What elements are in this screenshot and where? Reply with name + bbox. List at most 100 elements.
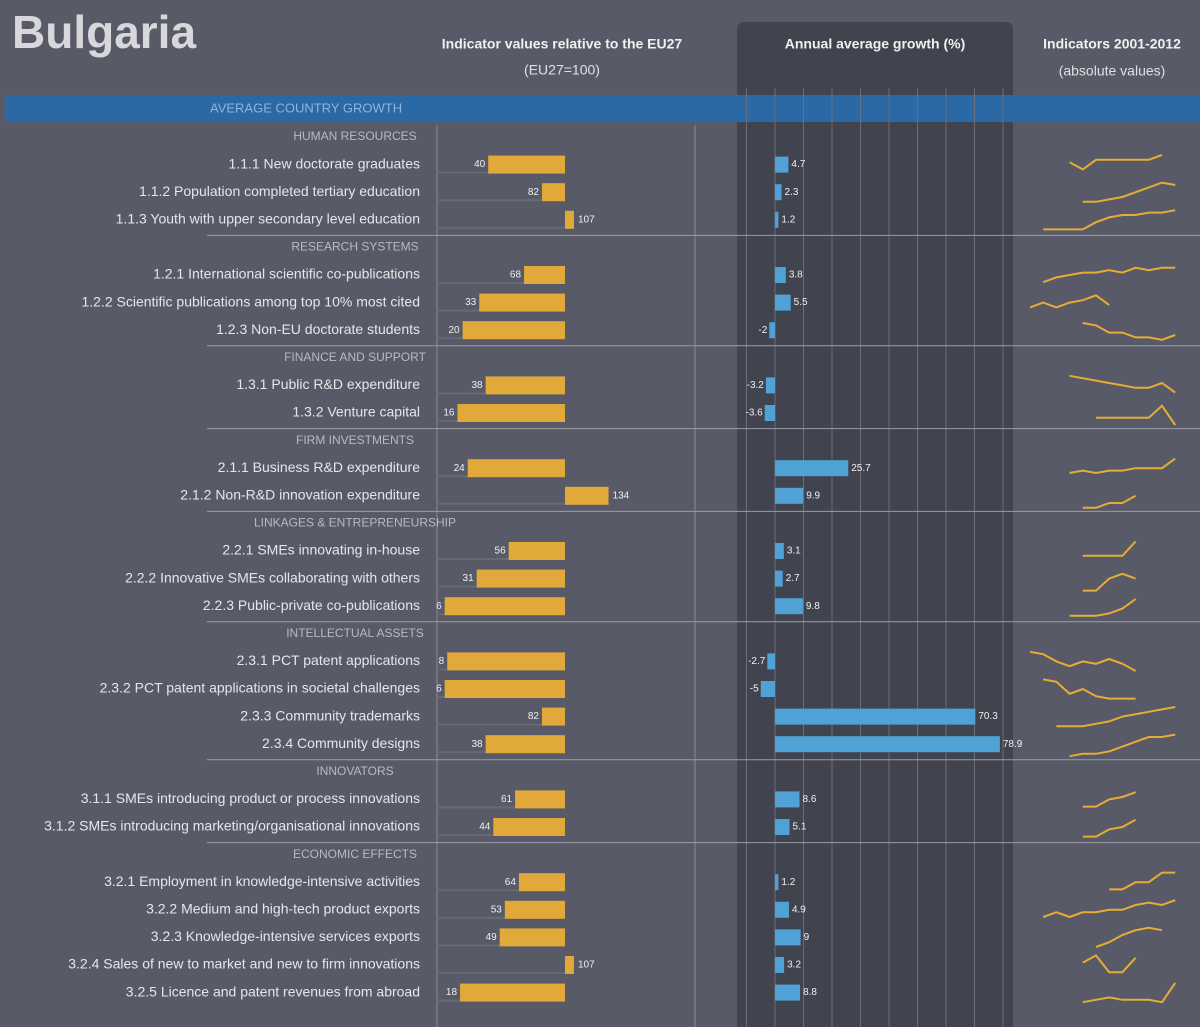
relative-value: 68	[510, 270, 522, 281]
sparkline	[1056, 706, 1176, 728]
relative-value: 16	[443, 408, 455, 419]
indicator-label: 3.2.1 Employment in knowledge-intensive …	[104, 873, 420, 889]
relative-bar	[467, 459, 565, 478]
sparkline	[1043, 209, 1176, 231]
indicator-label: 2.2.1 SMEs innovating in-house	[222, 542, 420, 558]
relative-value: 49	[486, 932, 498, 943]
section-header: FINANCE AND SUPPORT	[284, 350, 426, 364]
indicator-label: 1.1.2 Population completed tertiary educ…	[139, 183, 420, 199]
growth-bar	[775, 791, 800, 808]
sparkline	[1082, 540, 1137, 557]
average-band	[5, 95, 1200, 122]
relative-bar	[541, 183, 565, 202]
sparkline	[1082, 572, 1136, 592]
indicator-label: 2.2.2 Innovative SMEs collaborating with…	[125, 569, 420, 585]
relative-bar	[515, 790, 565, 809]
relative-value: 107	[578, 960, 595, 971]
relative-value: 134	[613, 490, 630, 501]
relative-value: 24	[454, 463, 466, 474]
growth-panel	[737, 22, 1013, 1027]
relative-bar	[565, 956, 574, 974]
indicator-label: 1.3.2 Venture capital	[292, 404, 420, 420]
relative-bar	[565, 486, 609, 505]
sparkline	[1082, 322, 1176, 341]
growth-bar	[775, 598, 803, 615]
sparkline	[1082, 818, 1137, 838]
growth-bar	[775, 901, 789, 918]
relative-value: 8	[439, 656, 445, 667]
growth-bar	[767, 653, 775, 670]
growth-bar	[775, 294, 791, 311]
sparkline	[1082, 181, 1176, 203]
reference-track	[437, 558, 565, 560]
indicator-label: 3.2.4 Sales of new to market and new to …	[68, 956, 420, 972]
column-subtitle: (EU27=100)	[524, 62, 600, 78]
growth-value: 1.2	[781, 214, 795, 225]
reference-track	[437, 226, 565, 229]
indicator-label: 1.2.3 Non-EU doctorate students	[216, 321, 420, 337]
growth-value: 4.9	[792, 904, 806, 915]
indicator-label: 2.1.1 Business R&D expenditure	[218, 459, 421, 475]
growth-bar	[764, 405, 775, 421]
relative-bar	[479, 293, 565, 312]
growth-bar	[775, 156, 789, 173]
sparkline	[1096, 404, 1177, 426]
relative-bar	[485, 735, 565, 754]
relative-value: 107	[578, 214, 595, 225]
growth-bar	[775, 874, 779, 891]
growth-bar	[769, 322, 775, 339]
indicator-label: 2.1.2 Non-R&D innovation expenditure	[180, 487, 420, 503]
indicator-label: 3.1.1 SMEs introducing product or proces…	[81, 790, 420, 806]
relative-bar	[493, 818, 565, 836]
growth-bar	[775, 570, 783, 587]
section-header: FIRM INVESTMENTS	[296, 433, 414, 447]
indicator-label: 3.2.2 Medium and high-tech product expor…	[146, 901, 420, 917]
relative-value: 82	[528, 187, 540, 198]
rows: HUMAN RESOURCES 1.1.1 New doctorate gradu…	[44, 129, 1200, 1004]
sparkline	[1069, 598, 1137, 617]
growth-bar	[775, 957, 785, 973]
section-header: LINKAGES & ENTREPRENEURSHIP	[254, 516, 456, 530]
indicator-label: 3.2.5 Licence and patent revenues from a…	[126, 983, 420, 999]
growth-value: 9.9	[806, 490, 820, 501]
reference-track	[437, 723, 565, 726]
growth-value: -5	[750, 684, 759, 695]
indicator-label: 1.2.1 International scientific co-public…	[153, 266, 420, 282]
sparkline	[1069, 457, 1176, 475]
relative-value: 44	[479, 822, 491, 833]
growth-bar	[775, 184, 782, 201]
growth-bar	[765, 377, 775, 394]
sparkline	[1042, 899, 1176, 919]
relative-bar	[444, 597, 565, 616]
indicator-label: 3.2.3 Knowledge-intensive services expor…	[151, 928, 420, 944]
relative-bar	[499, 928, 565, 947]
sparkline	[1069, 733, 1176, 758]
growth-bar	[775, 984, 801, 1001]
band-label: AVERAGE COUNTRY GROWTH	[210, 100, 402, 115]
growth-value: 5.5	[794, 297, 808, 308]
column-title: Indicator values relative to the EU27	[442, 36, 683, 52]
indicator-label: 2.2.3 Public-private co-publications	[203, 597, 420, 613]
growth-value: 1.2	[781, 877, 795, 888]
relative-value: 33	[465, 297, 477, 308]
growth-bar	[775, 267, 786, 283]
section-header: RESEARCH SYSTEMS	[291, 240, 418, 254]
relative-value: 31	[463, 573, 475, 584]
relative-value: 38	[472, 380, 484, 391]
relative-bar	[457, 404, 565, 422]
indicator-label: 2.3.4 Community designs	[262, 735, 420, 751]
relative-bar	[447, 652, 565, 671]
growth-bar	[775, 211, 779, 228]
column-title: Indicators 2001-2012	[1043, 36, 1181, 52]
growth-bar	[775, 543, 784, 559]
sparkline	[1029, 294, 1110, 309]
relative-bar	[565, 210, 574, 229]
growth-bar	[775, 487, 804, 504]
growth-value: 2.7	[786, 573, 800, 584]
relative-bar	[460, 983, 565, 1002]
growth-value: -2	[758, 325, 767, 336]
relative-value: 18	[446, 987, 458, 998]
section-header: ECONOMIC EFFECTS	[293, 847, 417, 861]
growth-value: 3.1	[787, 546, 801, 557]
